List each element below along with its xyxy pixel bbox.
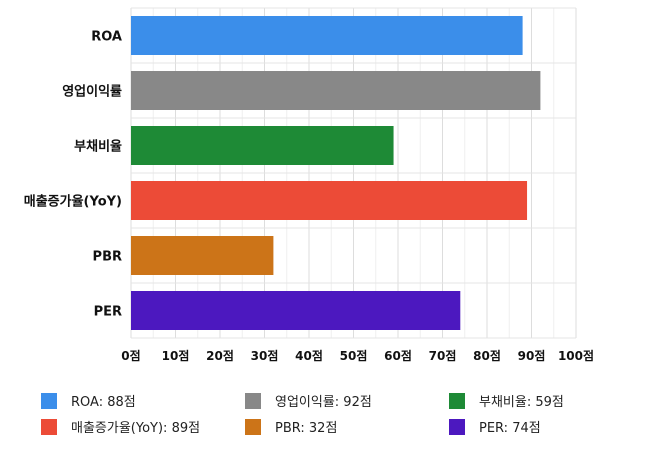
x-tick-label: 60점 — [384, 348, 412, 363]
legend-label: 부채비율: 59점 — [479, 395, 564, 410]
legend-label: PER: 74점 — [479, 421, 541, 436]
legend-label: ROA: 88점 — [71, 395, 136, 410]
bars — [131, 16, 541, 330]
category-label: ROA — [91, 30, 122, 45]
legend-swatch — [245, 393, 261, 409]
bar — [131, 291, 461, 330]
legend-label: 영업이익률: 92점 — [275, 395, 372, 410]
x-tick-label: 100점 — [558, 348, 594, 363]
bar — [131, 126, 394, 165]
x-tick-label: 50점 — [340, 348, 368, 363]
x-tick-label: 30점 — [251, 348, 279, 363]
bar — [131, 236, 274, 275]
x-tick-label: 90점 — [518, 348, 546, 363]
legend-swatch — [41, 419, 57, 435]
category-label: PBR — [93, 250, 122, 265]
x-tick-label: 40점 — [295, 348, 323, 363]
x-tick-label: 70점 — [429, 348, 457, 363]
category-label: 매출증가율(YoY) — [24, 194, 122, 210]
bar — [131, 16, 523, 55]
x-tick-label: 20점 — [206, 348, 234, 363]
legend-label: 매출증가율(YoY): 89점 — [71, 421, 200, 436]
x-tick-label: 80점 — [473, 348, 501, 363]
legend-swatch — [449, 419, 465, 435]
grid-lines — [130, 7, 577, 339]
x-tick-label: 10점 — [162, 348, 190, 363]
legend-swatch — [41, 393, 57, 409]
legend-label: PBR: 32점 — [275, 421, 337, 436]
legend-swatch — [245, 419, 261, 435]
bar — [131, 181, 528, 220]
x-axis-ticks: 0점 10점 20점 30점 40점 50점 60점 70점 80점 90점 100점 — [121, 348, 594, 363]
category-label: PER — [94, 305, 122, 320]
x-tick-label: 0점 — [121, 348, 140, 363]
bar — [131, 71, 541, 110]
category-label: 영업이익률 — [62, 84, 122, 100]
category-label: 부채비율 — [74, 139, 122, 155]
legend-swatch — [449, 393, 465, 409]
